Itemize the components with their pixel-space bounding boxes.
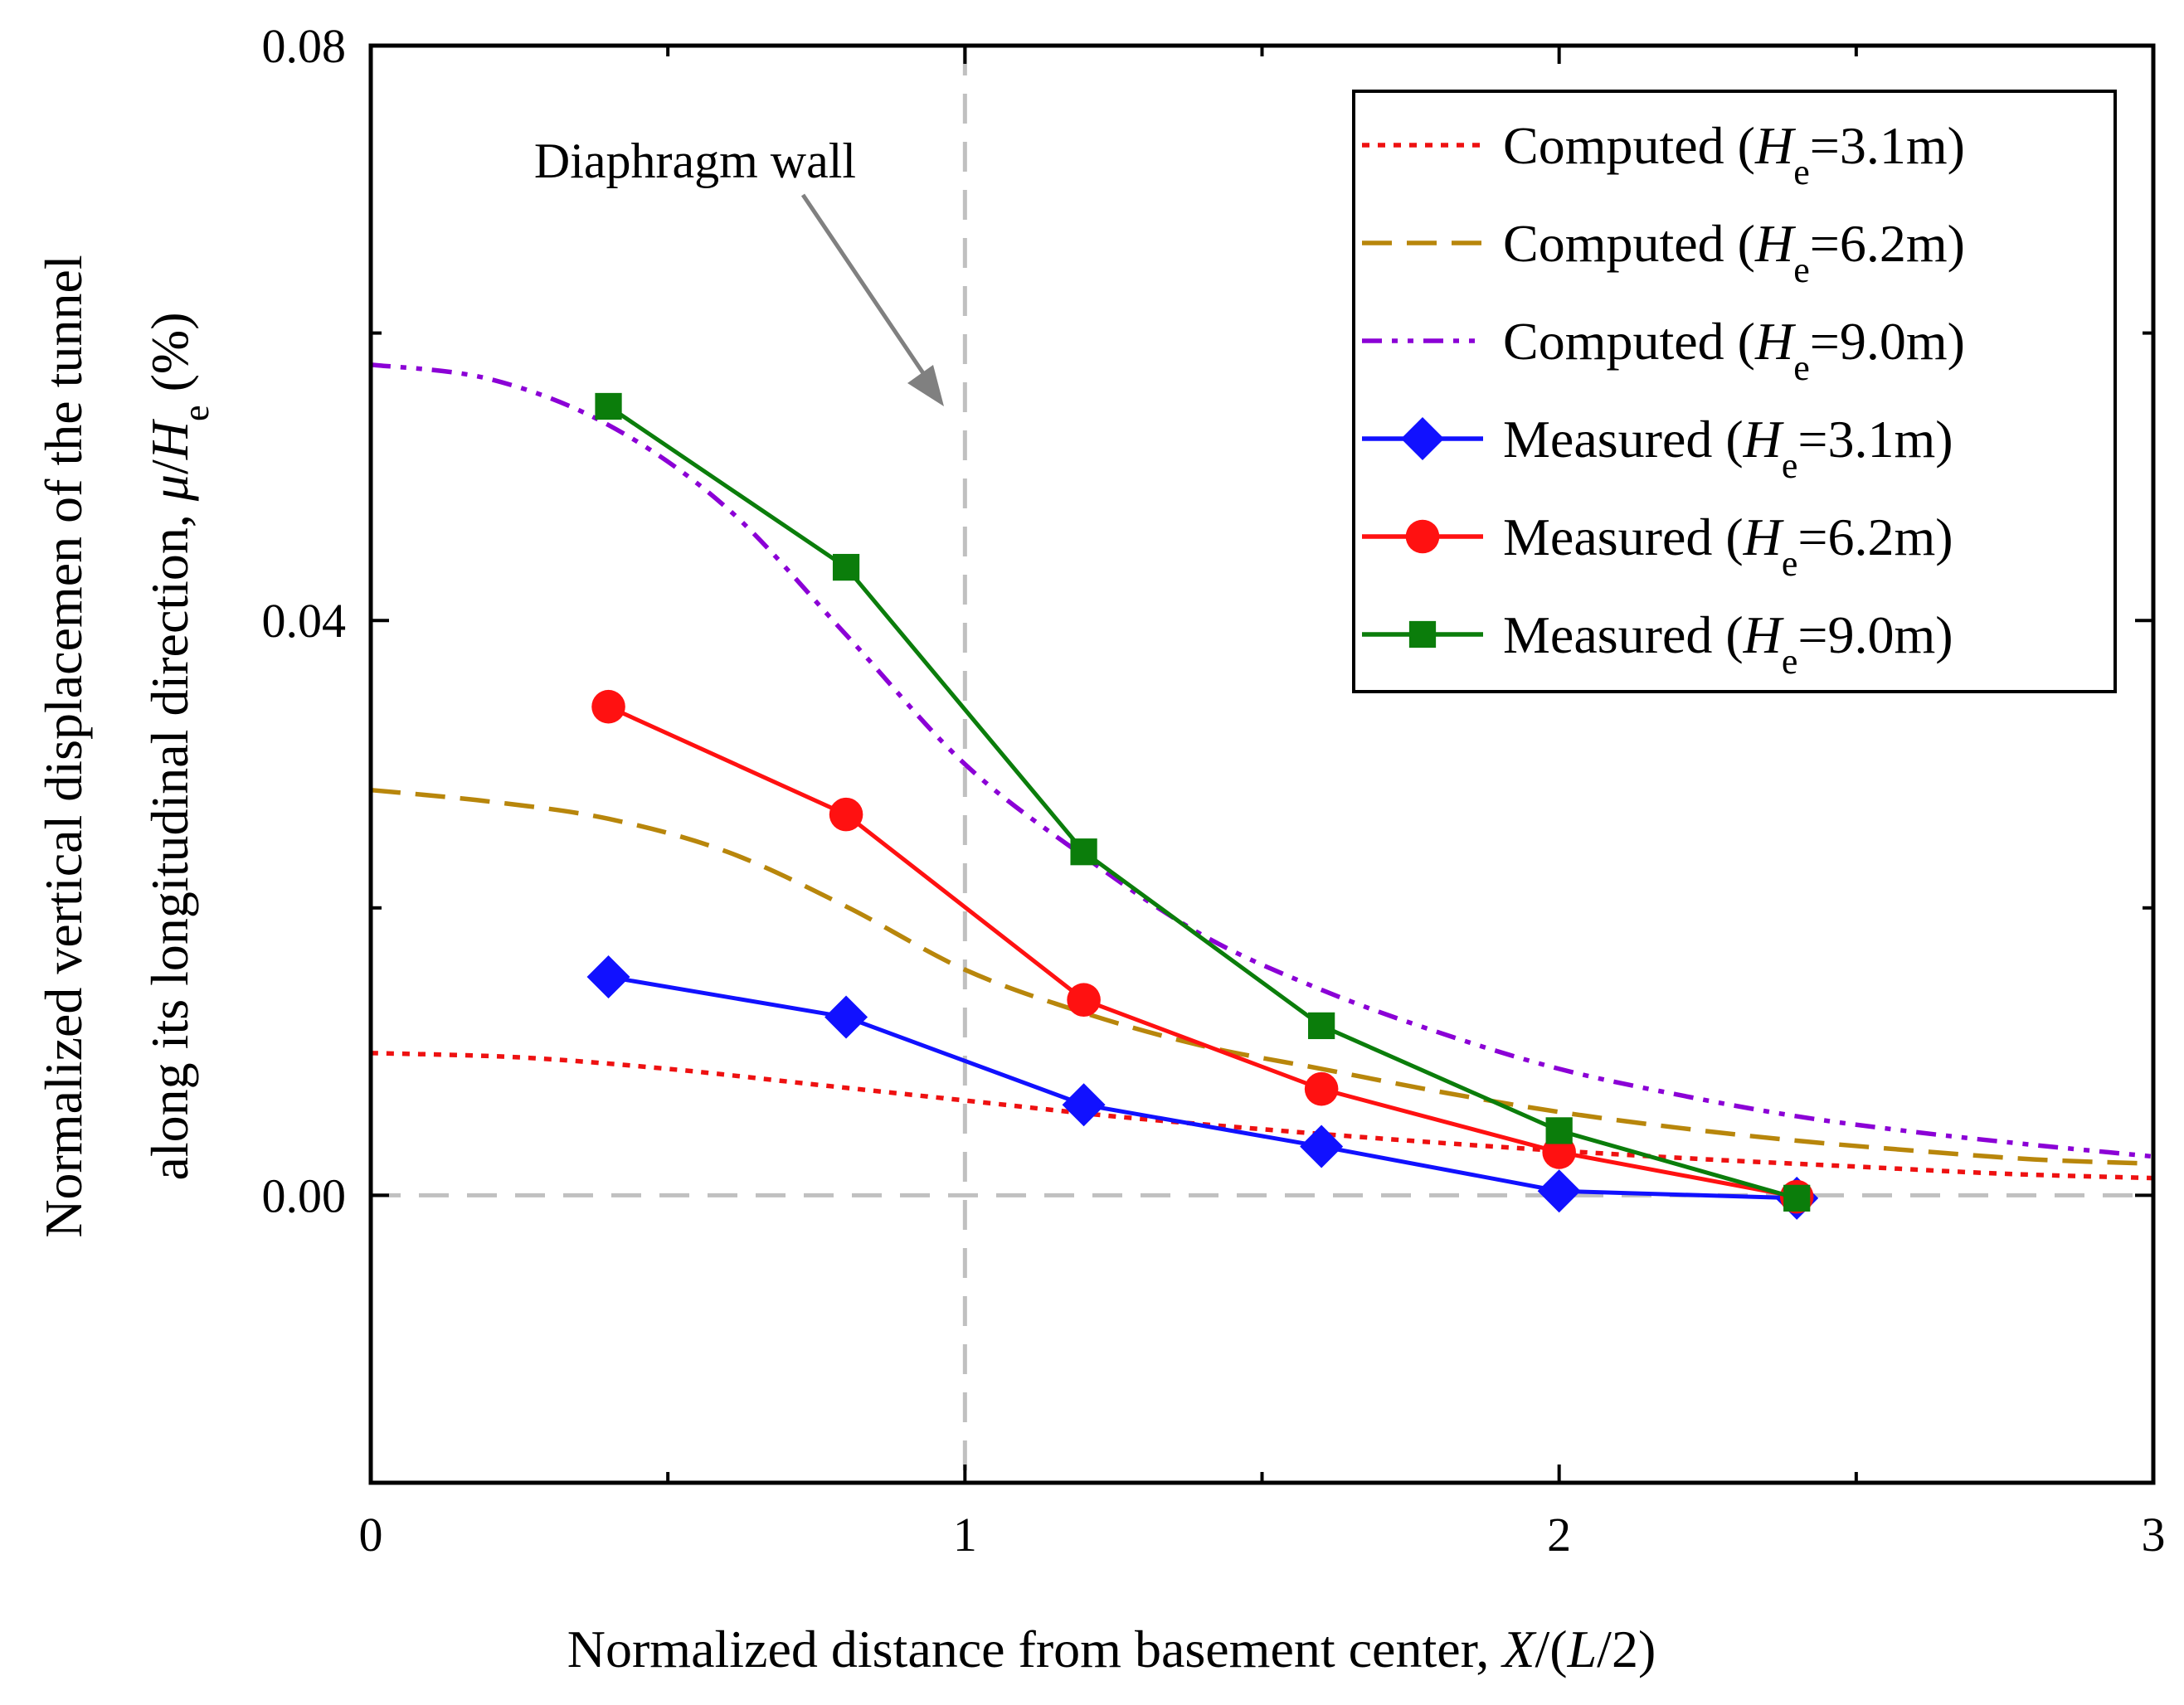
legend-label: Measured (He=6.2m) — [1503, 508, 1953, 584]
data-point — [1308, 1012, 1335, 1040]
legend-entry-2: Computed (He=6.2m) — [1362, 214, 1965, 290]
axis-ticks: 0 1 2 3 0.00 0.04 0.08 — [262, 19, 2166, 1562]
legend-label: Computed (He=3.1m) — [1503, 116, 1965, 192]
x-tick-label: 2 — [1547, 1508, 1571, 1562]
legend: Computed (He=3.1m) Computed (He=6.2m) Comp… — [1352, 90, 2117, 693]
legend-entry-1: Computed (He=3.1m) — [1362, 116, 1965, 192]
legend-entry-4: Measured (He=3.1m) — [1362, 410, 1953, 486]
y-axis-title-line2: along its longitudinal direction, μ/He (… — [140, 312, 216, 1180]
series-3 — [370, 362, 2154, 1159]
legend-box — [1352, 90, 2117, 693]
data-point — [829, 797, 863, 832]
data-point — [595, 392, 622, 420]
x-tick-label: 3 — [2142, 1508, 2166, 1562]
legend-label: Computed (He=9.0m) — [1503, 312, 1965, 388]
series-6 — [595, 392, 1811, 1212]
legend-swatch-marker — [1401, 417, 1444, 460]
x-axis-title: Normalized distance from basement center… — [567, 1620, 1656, 1678]
series-line — [607, 704, 1797, 1199]
legend-label: Measured (He=9.0m) — [1503, 605, 1953, 682]
data-point — [1545, 1117, 1573, 1144]
annotation-arrow — [800, 193, 944, 406]
x-tick-label: 0 — [359, 1508, 383, 1562]
legend-swatch-marker — [1405, 519, 1440, 554]
data-point — [586, 955, 630, 998]
x-tick-label: 1 — [953, 1508, 977, 1562]
series-line — [370, 362, 2154, 1159]
plot-lines — [370, 46, 2154, 1483]
data-point — [1062, 1083, 1106, 1127]
data-point — [1300, 1125, 1344, 1168]
legend-swatch-marker — [1408, 620, 1437, 648]
data-point — [1783, 1184, 1811, 1212]
data-point — [824, 995, 868, 1039]
series-line — [608, 974, 1797, 1201]
y-tick-label: 0.04 — [262, 594, 347, 648]
series-line — [607, 404, 1797, 1201]
data-point — [832, 553, 860, 581]
legend-entry-3: Computed (He=9.0m) — [1362, 312, 1965, 388]
legend-entry-6: Measured (He=9.0m) — [1362, 605, 1953, 682]
legend-label: Computed (He=6.2m) — [1503, 214, 1965, 290]
data-point — [1304, 1071, 1339, 1106]
y-tick-label: 0.08 — [262, 19, 347, 73]
legend-label: Measured (He=3.1m) — [1503, 410, 1953, 486]
data-point — [1070, 838, 1097, 866]
y-tick-label: 0.00 — [262, 1168, 347, 1222]
y-axis-title-line1: Normalized vertical displacemen of the t… — [34, 255, 93, 1237]
data-point — [1537, 1169, 1581, 1213]
data-point — [1067, 983, 1101, 1017]
legend-entry-5: Measured (He=6.2m) — [1362, 508, 1953, 584]
annotation-text: Diaphragm wall — [534, 134, 856, 188]
data-point — [591, 689, 625, 724]
